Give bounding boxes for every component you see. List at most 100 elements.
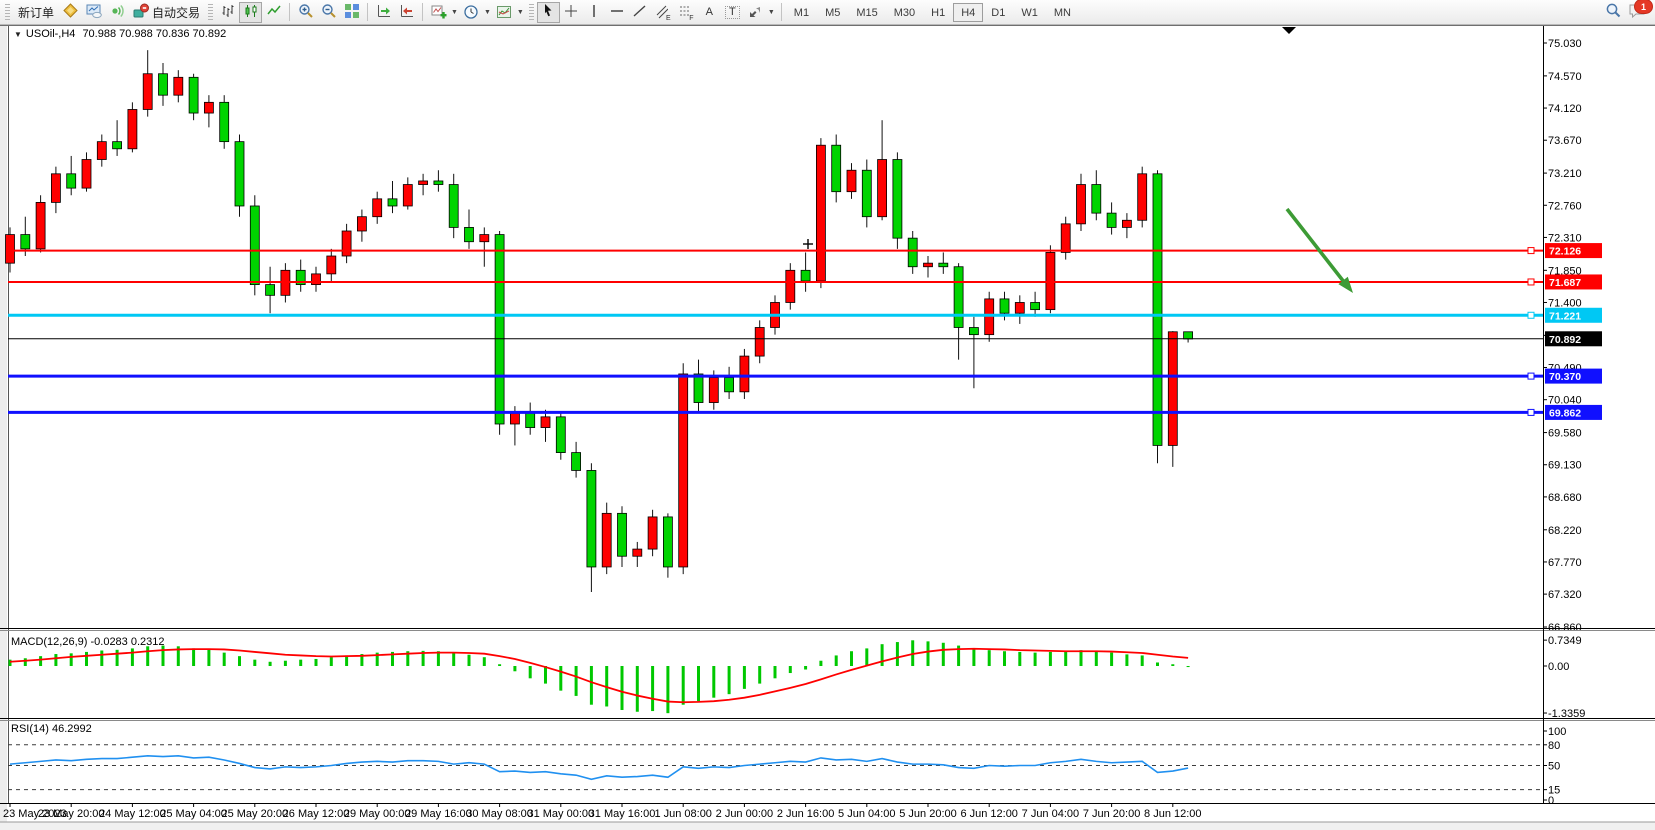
candle-down [295,269,306,286]
bar-chart-button[interactable] [216,2,239,23]
label-tool-icon: T [724,5,740,19]
zoom-out-button[interactable] [317,2,340,23]
arrows-tool-icon [744,2,767,23]
crosshair-tool-button[interactable] [560,2,583,23]
rsi-value: 46.2992 [51,723,92,735]
bar-chart-icon [220,3,236,22]
hline-handle[interactable] [1527,247,1535,255]
chart-shift-icon [399,3,415,22]
candle-down [892,159,903,239]
candle-up [816,144,826,282]
timeframe-M30[interactable]: M30 [893,6,916,19]
timeframe-H4[interactable]: H4 [953,2,984,22]
horizontal-line-tool-button[interactable] [606,2,629,23]
periods-button[interactable]: ▼ [460,2,493,23]
vertical-line-tool-button[interactable] [583,2,606,23]
price-tag [1545,274,1602,290]
text-tool-icon: A [705,5,714,18]
zoom-in-button[interactable] [294,2,317,23]
zoom-in-icon [298,3,314,22]
text-tool-button[interactable]: A [698,2,721,23]
candle-up [708,377,719,403]
timeframe-H1[interactable]: H1 [931,6,946,19]
templates-button[interactable]: ▼ [493,2,526,23]
candle-up [846,169,857,193]
add-indicator-icon [427,2,450,23]
candle-up [1014,302,1025,314]
candle-up [51,173,61,203]
candle-down [494,234,505,425]
cursor-tool-button[interactable] [536,1,560,23]
candle-up [326,255,337,275]
toolbar-drag-handle[interactable] [208,4,214,20]
tile-windows-button[interactable] [340,2,363,23]
gold-diamond-icon [63,3,78,21]
candle-down [586,470,597,568]
indicators-button[interactable]: ▼ [427,2,460,23]
timeframe-W1[interactable]: W1 [1021,6,1038,19]
candle-down [249,205,260,286]
chevron-down-icon: ▼ [767,8,775,16]
chat-button[interactable]: 1 [1625,0,1653,23]
price-tick-label: 68.220 [1548,525,1582,537]
time-tick-label: 8 Jun 12:00 [1144,808,1202,820]
price-tag [1545,243,1602,259]
hline-handle[interactable] [1527,408,1535,416]
charts-profile-button[interactable] [82,2,105,23]
price-tag [1545,368,1602,384]
candle-down [555,416,566,453]
candle-down [448,184,459,228]
fibonacci-tool-button[interactable]: F [675,2,698,23]
hline-handle[interactable] [1527,278,1535,286]
new-order-icon-button[interactable] [59,2,82,23]
time-tick-label: 5 Jun 04:00 [838,808,896,820]
timeframe-M1[interactable]: M1 [793,6,810,19]
auto-scroll-button[interactable] [372,2,395,23]
candle-down [387,198,398,207]
price-tick-label: 69.130 [1548,460,1582,472]
alerts-button[interactable] [105,2,128,23]
crosshair-icon [563,3,579,22]
channel-mod-label: E [666,14,671,22]
candle-up [311,273,321,286]
toolbar-drag-handle[interactable] [528,4,534,20]
trendline-tool-button[interactable] [629,2,652,23]
candle-up [402,184,413,207]
trend-arrow-object[interactable] [1285,207,1346,284]
candlestick-chart-button[interactable] [239,1,263,23]
search-button[interactable] [1602,2,1625,23]
chart-shift-marker[interactable] [1282,27,1296,34]
toolbar-separator [367,3,369,21]
time-tick-label: 23 May 20:00 [38,808,105,820]
chart-title[interactable]: ▼ USOil-,H4 70.988 70.988 70.836 70.892 [14,28,226,40]
timeframe-D1[interactable]: D1 [991,6,1006,19]
time-tick-label: 1 Jun 08:00 [654,808,712,820]
rsi-line [9,755,1189,781]
hline-handle[interactable] [1527,372,1535,380]
chart-list-dropdown-icon[interactable]: ▼ [14,30,22,39]
toolbar-separator [422,3,424,21]
channel-tool-button[interactable]: E [652,2,675,23]
timeframe-M5[interactable]: M5 [825,6,841,19]
time-tick-label: 31 May 00:00 [527,808,594,820]
candle-up [5,234,15,264]
new-order-button[interactable]: 新订单 [13,2,59,22]
candle-up [1060,223,1071,253]
chart-shift-button[interactable] [395,2,418,23]
label-tool-button[interactable]: T [721,2,744,23]
line-chart-button[interactable] [262,2,285,23]
timeframe-M15[interactable]: M15 [856,6,878,19]
price-tag [1545,331,1602,347]
timeframe-MN[interactable]: MN [1053,6,1071,19]
trend-arrow-head[interactable] [1338,276,1353,293]
time-tick-label: 2 Jun 16:00 [777,808,835,820]
toolbar-drag-handle[interactable] [5,4,10,20]
candle-up [1167,331,1178,446]
candle-up [509,412,520,425]
arrows-tool-button[interactable]: ▼ [744,2,777,23]
hline-handle[interactable] [1527,311,1535,319]
candle-up [173,76,184,96]
window-left-edge [0,26,7,822]
auto-trading-button[interactable]: 自动交易 [128,2,205,22]
